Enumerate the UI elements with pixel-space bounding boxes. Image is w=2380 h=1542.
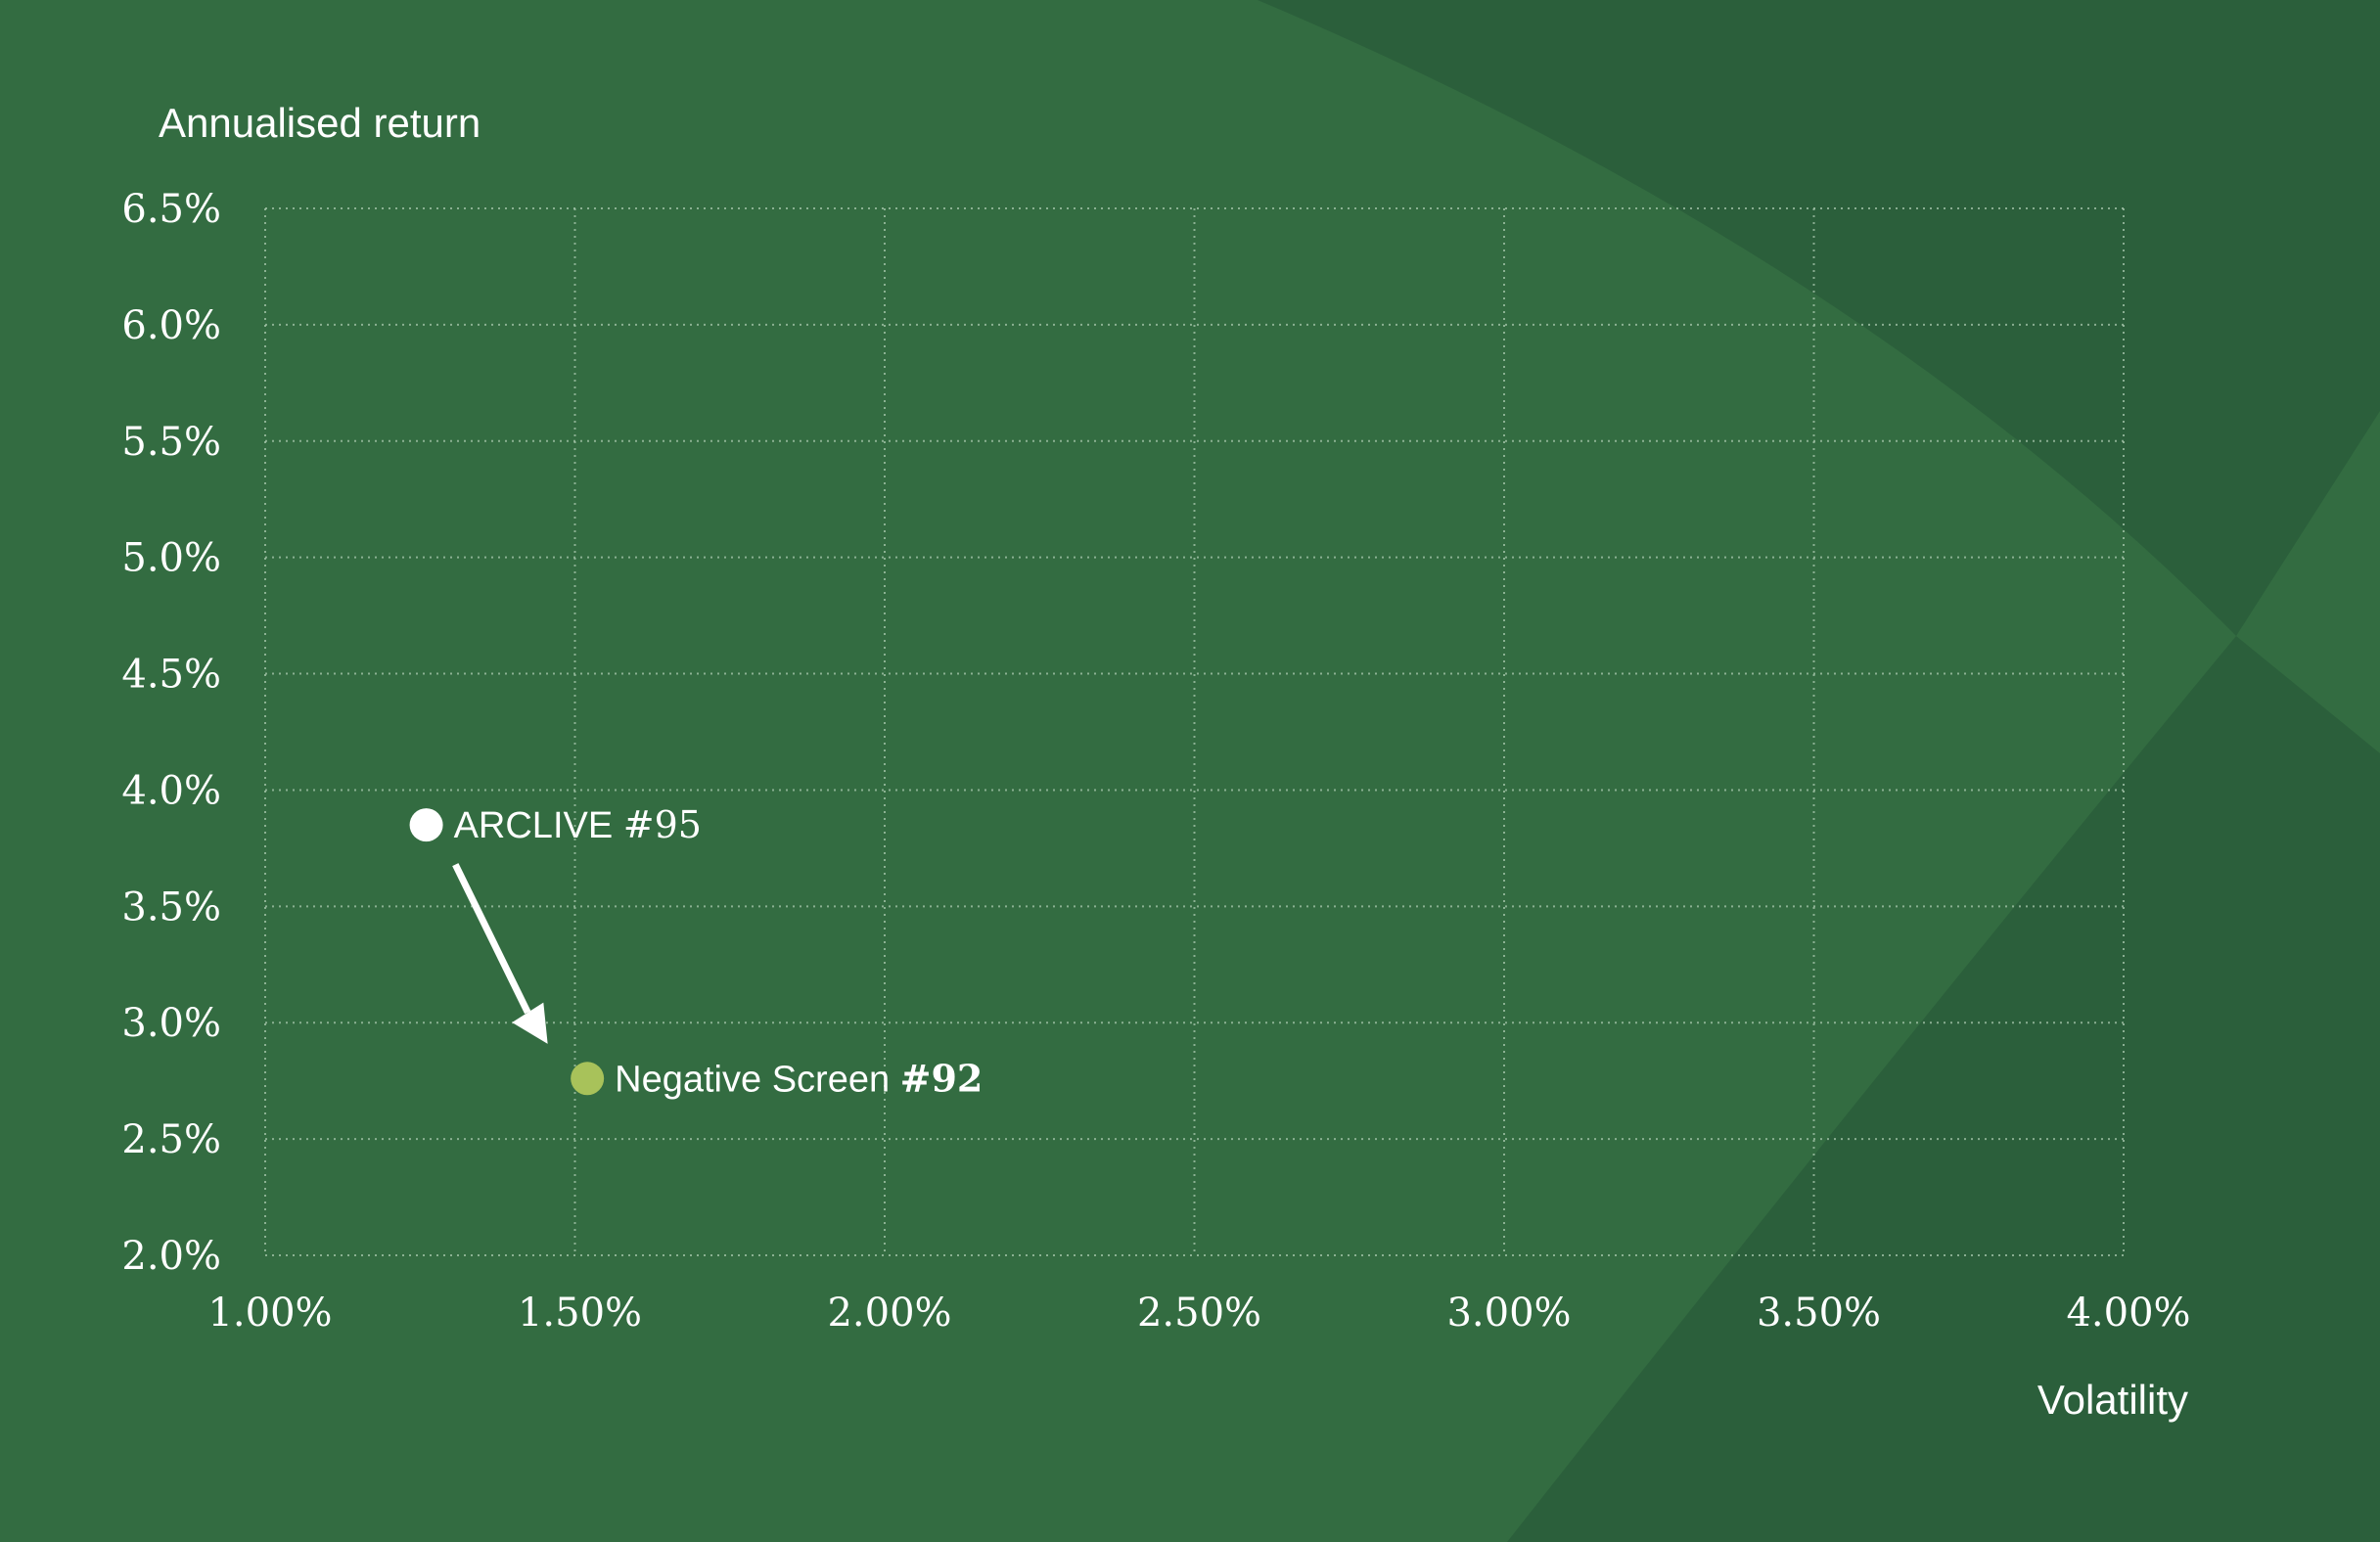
y-tick-label: 4.5%	[121, 653, 221, 698]
point-label-arclive: ARCLIVE #95	[454, 803, 702, 846]
background-curve-upper	[1258, 0, 2380, 753]
background-decoration	[1258, 0, 2380, 1542]
x-tick-label: 1.50%	[518, 1291, 642, 1336]
x-tick-label: 1.00%	[207, 1291, 332, 1336]
x-tick-label: 3.00%	[1446, 1291, 1571, 1336]
arrow-shaft	[452, 863, 531, 1015]
point-arclive	[409, 808, 443, 842]
y-tick-label: 5.5%	[121, 420, 221, 465]
y-tick-label: 2.0%	[121, 1234, 221, 1279]
y-tick-label: 5.0%	[121, 536, 221, 581]
point-rank: #95	[623, 803, 702, 846]
y-axis-ticks: 2.0% 2.5% 3.0% 3.5% 4.0% 4.5% 5.0% 5.5% 6.0% 6.5%	[121, 187, 221, 1279]
point-rank: #92	[900, 1056, 984, 1100]
background-curve-lower	[1507, 411, 2380, 1542]
x-tick-label: 3.50%	[1757, 1291, 1881, 1336]
y-tick-label: 2.5%	[121, 1117, 221, 1162]
x-tick-label: 4.00%	[2066, 1291, 2190, 1336]
x-axis-title: Volatility	[2037, 1377, 2188, 1423]
y-tick-label: 3.0%	[121, 1001, 221, 1046]
y-tick-label: 6.0%	[121, 303, 221, 348]
point-label-negative-screen: Negative Screen #92	[615, 1056, 983, 1100]
y-tick-label: 3.5%	[121, 884, 221, 930]
point-name: Negative Screen	[615, 1059, 900, 1100]
arrow-annotation	[452, 863, 548, 1044]
grid	[264, 207, 2125, 1256]
y-axis-title: Annualised return	[159, 100, 481, 146]
y-tick-label: 4.0%	[121, 768, 221, 813]
x-axis-ticks: 1.00% 1.50% 2.00% 2.50% 3.00% 3.50% 4.00%	[207, 1291, 2190, 1336]
x-tick-label: 2.50%	[1137, 1291, 1261, 1336]
point-name: ARCLIVE	[454, 805, 623, 846]
y-tick-label: 6.5%	[121, 187, 221, 232]
data-points: ARCLIVE #95 Negative Screen #92	[409, 803, 983, 1100]
point-negative-screen	[571, 1062, 605, 1096]
x-tick-label: 2.00%	[827, 1291, 951, 1336]
background-lens-right	[2236, 411, 2380, 753]
arrow-head	[512, 1002, 548, 1044]
